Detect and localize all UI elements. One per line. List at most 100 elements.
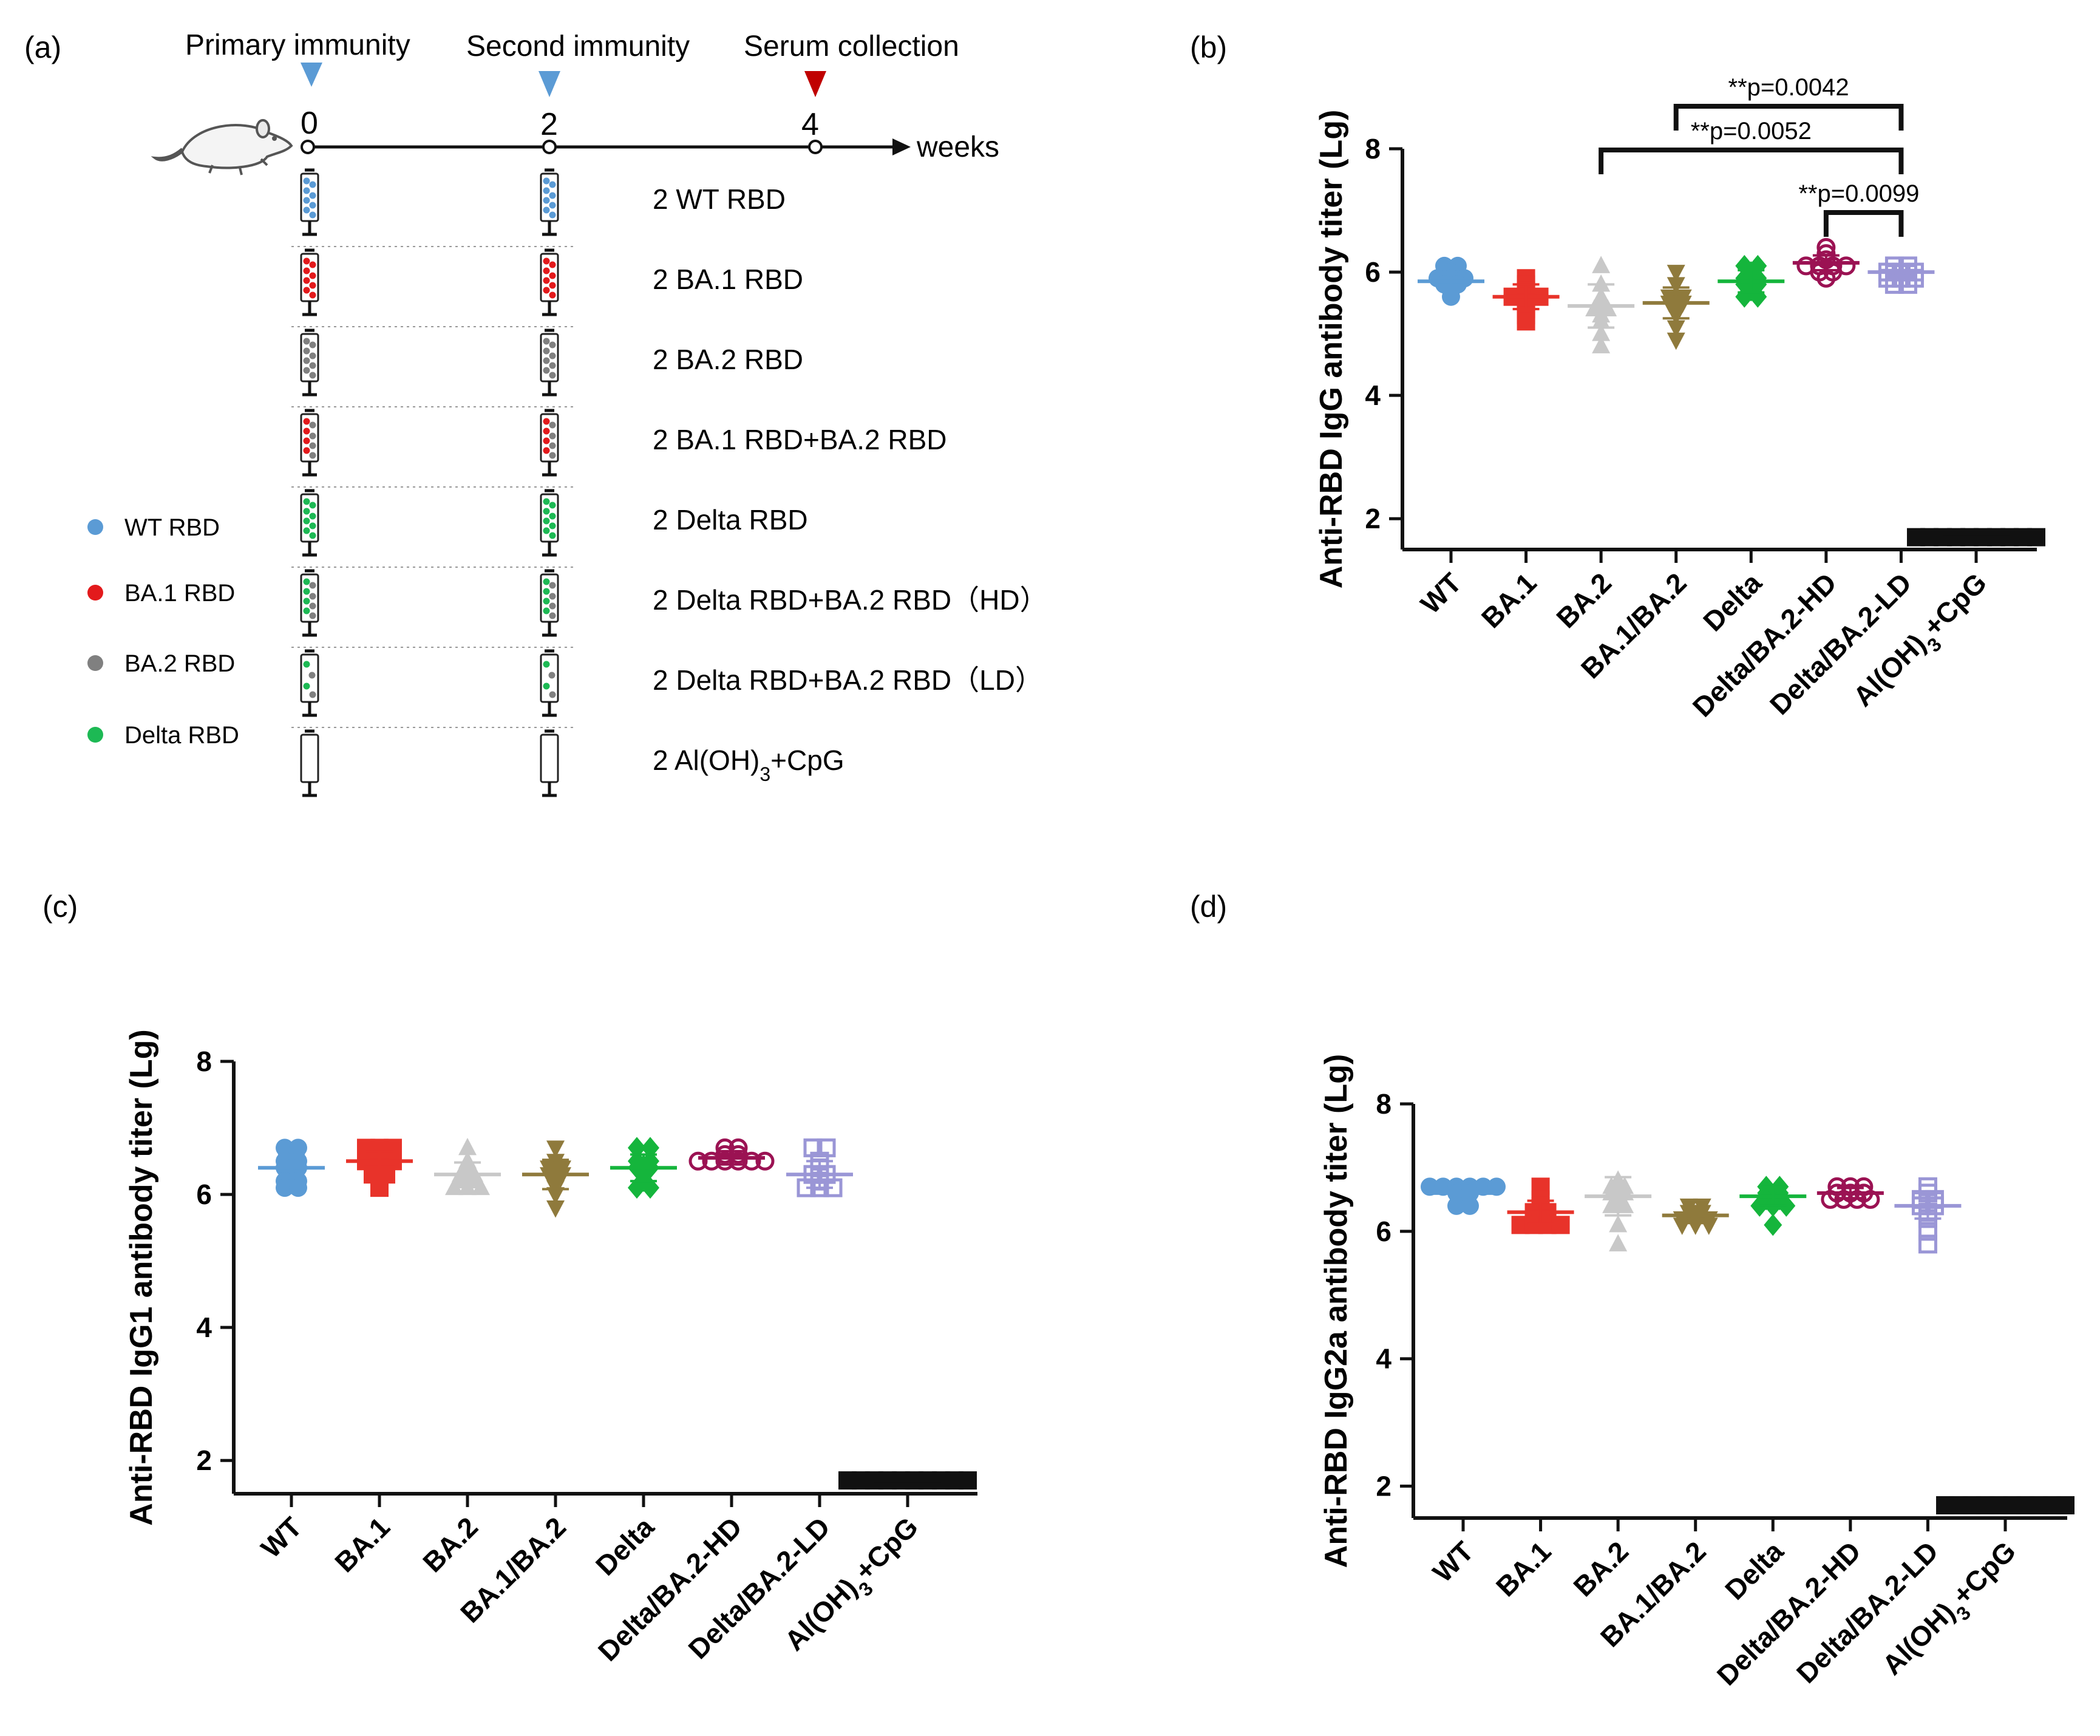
rbd-dot (549, 602, 556, 610)
data-point (1918, 1222, 1937, 1241)
y-tick-label: 4 (1365, 380, 1381, 411)
y-tick-label: 6 (1365, 256, 1381, 288)
rbd-dot (543, 578, 550, 585)
data-point (1918, 1234, 1937, 1254)
timeline-axis (301, 138, 911, 155)
rbd-dot (543, 607, 550, 614)
rbd-dot (303, 588, 310, 595)
rbd-dot (303, 517, 310, 525)
legend-item: Delta RBD (87, 722, 239, 749)
series-ba-1-ba-2 (522, 1140, 589, 1218)
significance-label: **p=0.0052 (1691, 118, 1812, 145)
rbd-dot (303, 287, 310, 294)
rbd-dot (303, 367, 310, 374)
data-point (702, 1151, 721, 1171)
primary-immunity-arrow-icon (301, 63, 322, 87)
data-point (1517, 312, 1535, 331)
rbd-dot (309, 691, 316, 698)
series-ba-1-ba-2 (1642, 265, 1710, 350)
group-row: 2 BA.1 RBD+BA.2 RBD (291, 409, 946, 488)
rbd-dot (309, 341, 316, 349)
rbd-dot (309, 512, 316, 520)
series-ba-1 (1507, 1177, 1574, 1234)
data-point (1461, 1196, 1479, 1215)
data-point (458, 1137, 477, 1156)
y-tick-label: 2 (1365, 503, 1381, 534)
rbd-dot (549, 532, 556, 539)
rbd-dot (303, 578, 310, 585)
rbd-dot (303, 187, 310, 194)
series-al-oh-3-cpg (1936, 1496, 2075, 1515)
syringe-icon-week0 (300, 729, 319, 797)
second-immunity-arrow-icon (539, 71, 560, 97)
group-row: 2 Delta RBD+BA.2 RBD（LD） (291, 649, 1043, 728)
data-point (1667, 332, 1685, 350)
syringe-icon-week2 (540, 489, 559, 557)
data-point (1667, 265, 1685, 282)
rbd-dot (309, 442, 316, 449)
data-point (1447, 1196, 1466, 1215)
legend-item: BA.1 RBD (87, 580, 235, 607)
group-row: 2 WT RBD (291, 168, 786, 247)
rbd-dot (303, 257, 310, 265)
y-axis-label: Anti-RBD IgG2a antibody titer (Lg) (1319, 1054, 1354, 1568)
syringe-icon-week2 (540, 248, 559, 316)
rbd-dot (549, 421, 556, 429)
rbd-dot (309, 593, 316, 600)
x-tick-label: WT (1427, 1535, 1480, 1588)
group-label: 2 BA.2 RBD (653, 344, 803, 375)
rbd-dot (543, 437, 550, 444)
x-tick-label: Delta/BA.2-LD (1790, 1535, 1945, 1689)
rbd-dot (549, 442, 556, 449)
y-tick-label: 6 (196, 1179, 212, 1210)
data-point (1884, 274, 1904, 294)
data-point (1667, 277, 1685, 294)
data-point (1609, 1234, 1628, 1251)
syringe-icon-week2 (540, 649, 559, 717)
x-tick-label: BA.2 (1550, 567, 1617, 634)
rbd-dot (549, 612, 556, 619)
x-tick-label: WT (255, 1511, 308, 1564)
x-tick-label: WT (1415, 567, 1467, 619)
rbd-dot (549, 272, 556, 279)
rbd-dot (543, 257, 550, 265)
series-ba-1 (346, 1139, 413, 1197)
rbd-dot (543, 527, 550, 534)
rbd-dot (303, 206, 310, 214)
data-point (959, 1471, 977, 1490)
rbd-dot (543, 357, 550, 364)
rbd-dot (303, 508, 310, 515)
x-tick-label: Delta (590, 1511, 661, 1582)
x-tick-label: Delta (1719, 1535, 1790, 1606)
data-point (1609, 1214, 1628, 1233)
data-point (1699, 1217, 1718, 1235)
chart-panel-d: 2 4 6 8 Anti-RBD IgG2a antibody titer (Lg) WT… (1319, 1054, 2075, 1692)
data-point (546, 1200, 565, 1218)
rbd-dot (303, 597, 310, 605)
rbd-dot (549, 352, 556, 359)
header-second-immunity: Second immunity (466, 30, 690, 63)
legend-dot-icon (87, 655, 103, 671)
rbd-dot (549, 432, 556, 440)
y-tick-label: 4 (196, 1312, 212, 1343)
syringe-icon-week0 (300, 409, 319, 477)
rbd-dot (303, 267, 310, 274)
data-point (276, 1179, 294, 1197)
timepoint-2: 2 (540, 107, 558, 142)
rbd-dot (309, 582, 316, 589)
data-point (289, 1139, 307, 1157)
y-tick-label: 2 (1376, 1471, 1392, 1502)
legend-label: BA.1 RBD (124, 580, 235, 607)
data-point (1898, 274, 1917, 294)
rbd-dot (303, 177, 310, 185)
panel-c-label: (c) (42, 890, 78, 924)
series-delta-ba-2-ld (786, 1138, 853, 1197)
series-ba-1-ba-2 (1662, 1198, 1729, 1235)
rbd-dot (549, 211, 556, 219)
rbd-dot (309, 532, 316, 539)
y-tick-label: 8 (1376, 1088, 1392, 1120)
rbd-dot (549, 691, 556, 698)
rbd-dot (543, 597, 550, 605)
rbd-dot (549, 452, 556, 459)
data-point (1592, 274, 1611, 292)
